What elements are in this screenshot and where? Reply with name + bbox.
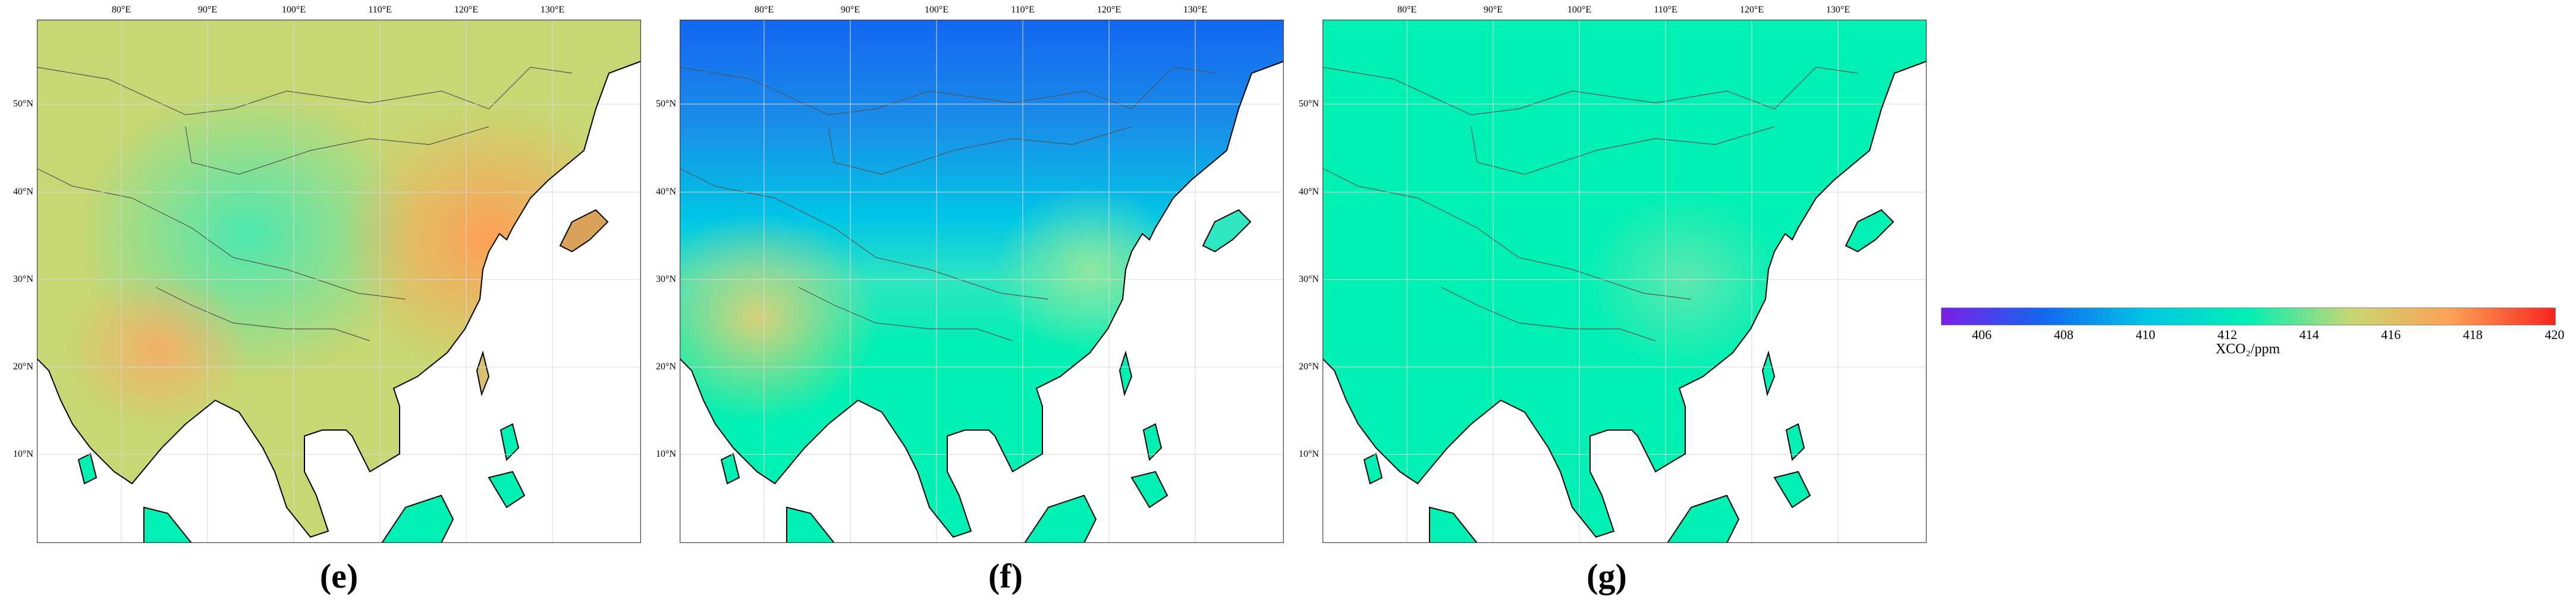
lat-tick: 50°N bbox=[13, 99, 33, 109]
lon-tick: 100°E bbox=[924, 5, 949, 15]
lon-tick: 130°E bbox=[1826, 5, 1851, 15]
lat-tick: 40°N bbox=[1299, 187, 1319, 197]
lat-tick: 10°N bbox=[13, 449, 33, 459]
xco2-map bbox=[680, 20, 1284, 543]
lon-tick: 130°E bbox=[540, 5, 565, 15]
lat-tick: 50°N bbox=[656, 99, 676, 109]
lat-tick: 40°N bbox=[656, 187, 676, 197]
lat-tick: 10°N bbox=[656, 449, 676, 459]
lon-tick: 130°E bbox=[1183, 5, 1208, 15]
lon-tick: 110°E bbox=[368, 5, 392, 15]
lon-tick: 120°E bbox=[454, 5, 479, 15]
colorbar-tick: 414 bbox=[2299, 327, 2319, 342]
lon-tick: 110°E bbox=[1654, 5, 1677, 15]
panel-label: (f) bbox=[988, 557, 1023, 595]
lon-tick: 110°E bbox=[1011, 5, 1035, 15]
lon-tick: 120°E bbox=[1739, 5, 1764, 15]
lat-tick: 30°N bbox=[13, 274, 33, 284]
lat-tick: 20°N bbox=[13, 362, 33, 372]
map-panel-e: 80°E 90°E 100°E 110°E 120°E 130°E 50°N 4… bbox=[13, 0, 641, 615]
lon-tick: 90°E bbox=[1483, 5, 1503, 15]
lon-tick: 120°E bbox=[1097, 5, 1121, 15]
map-panel-f: 80°E 90°E 100°E 110°E 120°E 130°E 50°N 4… bbox=[656, 0, 1284, 615]
lat-tick: 20°N bbox=[1299, 362, 1319, 372]
colorbar-tick: 418 bbox=[2462, 327, 2483, 342]
lon-tick: 100°E bbox=[281, 5, 306, 15]
lon-tick: 80°E bbox=[1397, 5, 1417, 15]
panel-label: (e) bbox=[319, 557, 359, 595]
lat-tick: 30°N bbox=[656, 274, 676, 284]
lon-tick: 90°E bbox=[840, 5, 860, 15]
xco2-map bbox=[37, 20, 641, 543]
lat-tick: 30°N bbox=[1299, 274, 1319, 284]
colorbar-tick: 412 bbox=[2217, 327, 2238, 342]
colorbar-tick: 410 bbox=[2135, 327, 2156, 342]
map-frame bbox=[680, 20, 1284, 543]
map-frame bbox=[37, 20, 641, 543]
xco2-map bbox=[1322, 20, 1927, 543]
lat-tick: 20°N bbox=[656, 362, 676, 372]
lat-tick: 40°N bbox=[13, 187, 33, 197]
lon-tick: 90°E bbox=[197, 5, 218, 15]
colorbar-tick: 420 bbox=[2544, 327, 2565, 342]
lon-tick: 80°E bbox=[754, 5, 774, 15]
lat-tick: 10°N bbox=[1299, 449, 1319, 459]
colorbar-tick: 416 bbox=[2381, 327, 2401, 342]
colorbar-gradient bbox=[1941, 308, 2556, 325]
map-panel-g: 80°E 90°E 100°E 110°E 120°E 130°E 50°N 4… bbox=[1299, 0, 1927, 615]
map-frame bbox=[1322, 20, 1927, 543]
colorbar-tick: 408 bbox=[2053, 327, 2074, 342]
colorbar-title: XCO₂/ppm bbox=[2215, 341, 2280, 357]
lon-tick: 80°E bbox=[111, 5, 131, 15]
lat-tick: 50°N bbox=[1299, 99, 1319, 109]
colorbar-tick: 406 bbox=[1972, 327, 1992, 342]
lon-tick: 100°E bbox=[1567, 5, 1592, 15]
panel-label: (g) bbox=[1587, 557, 1627, 595]
